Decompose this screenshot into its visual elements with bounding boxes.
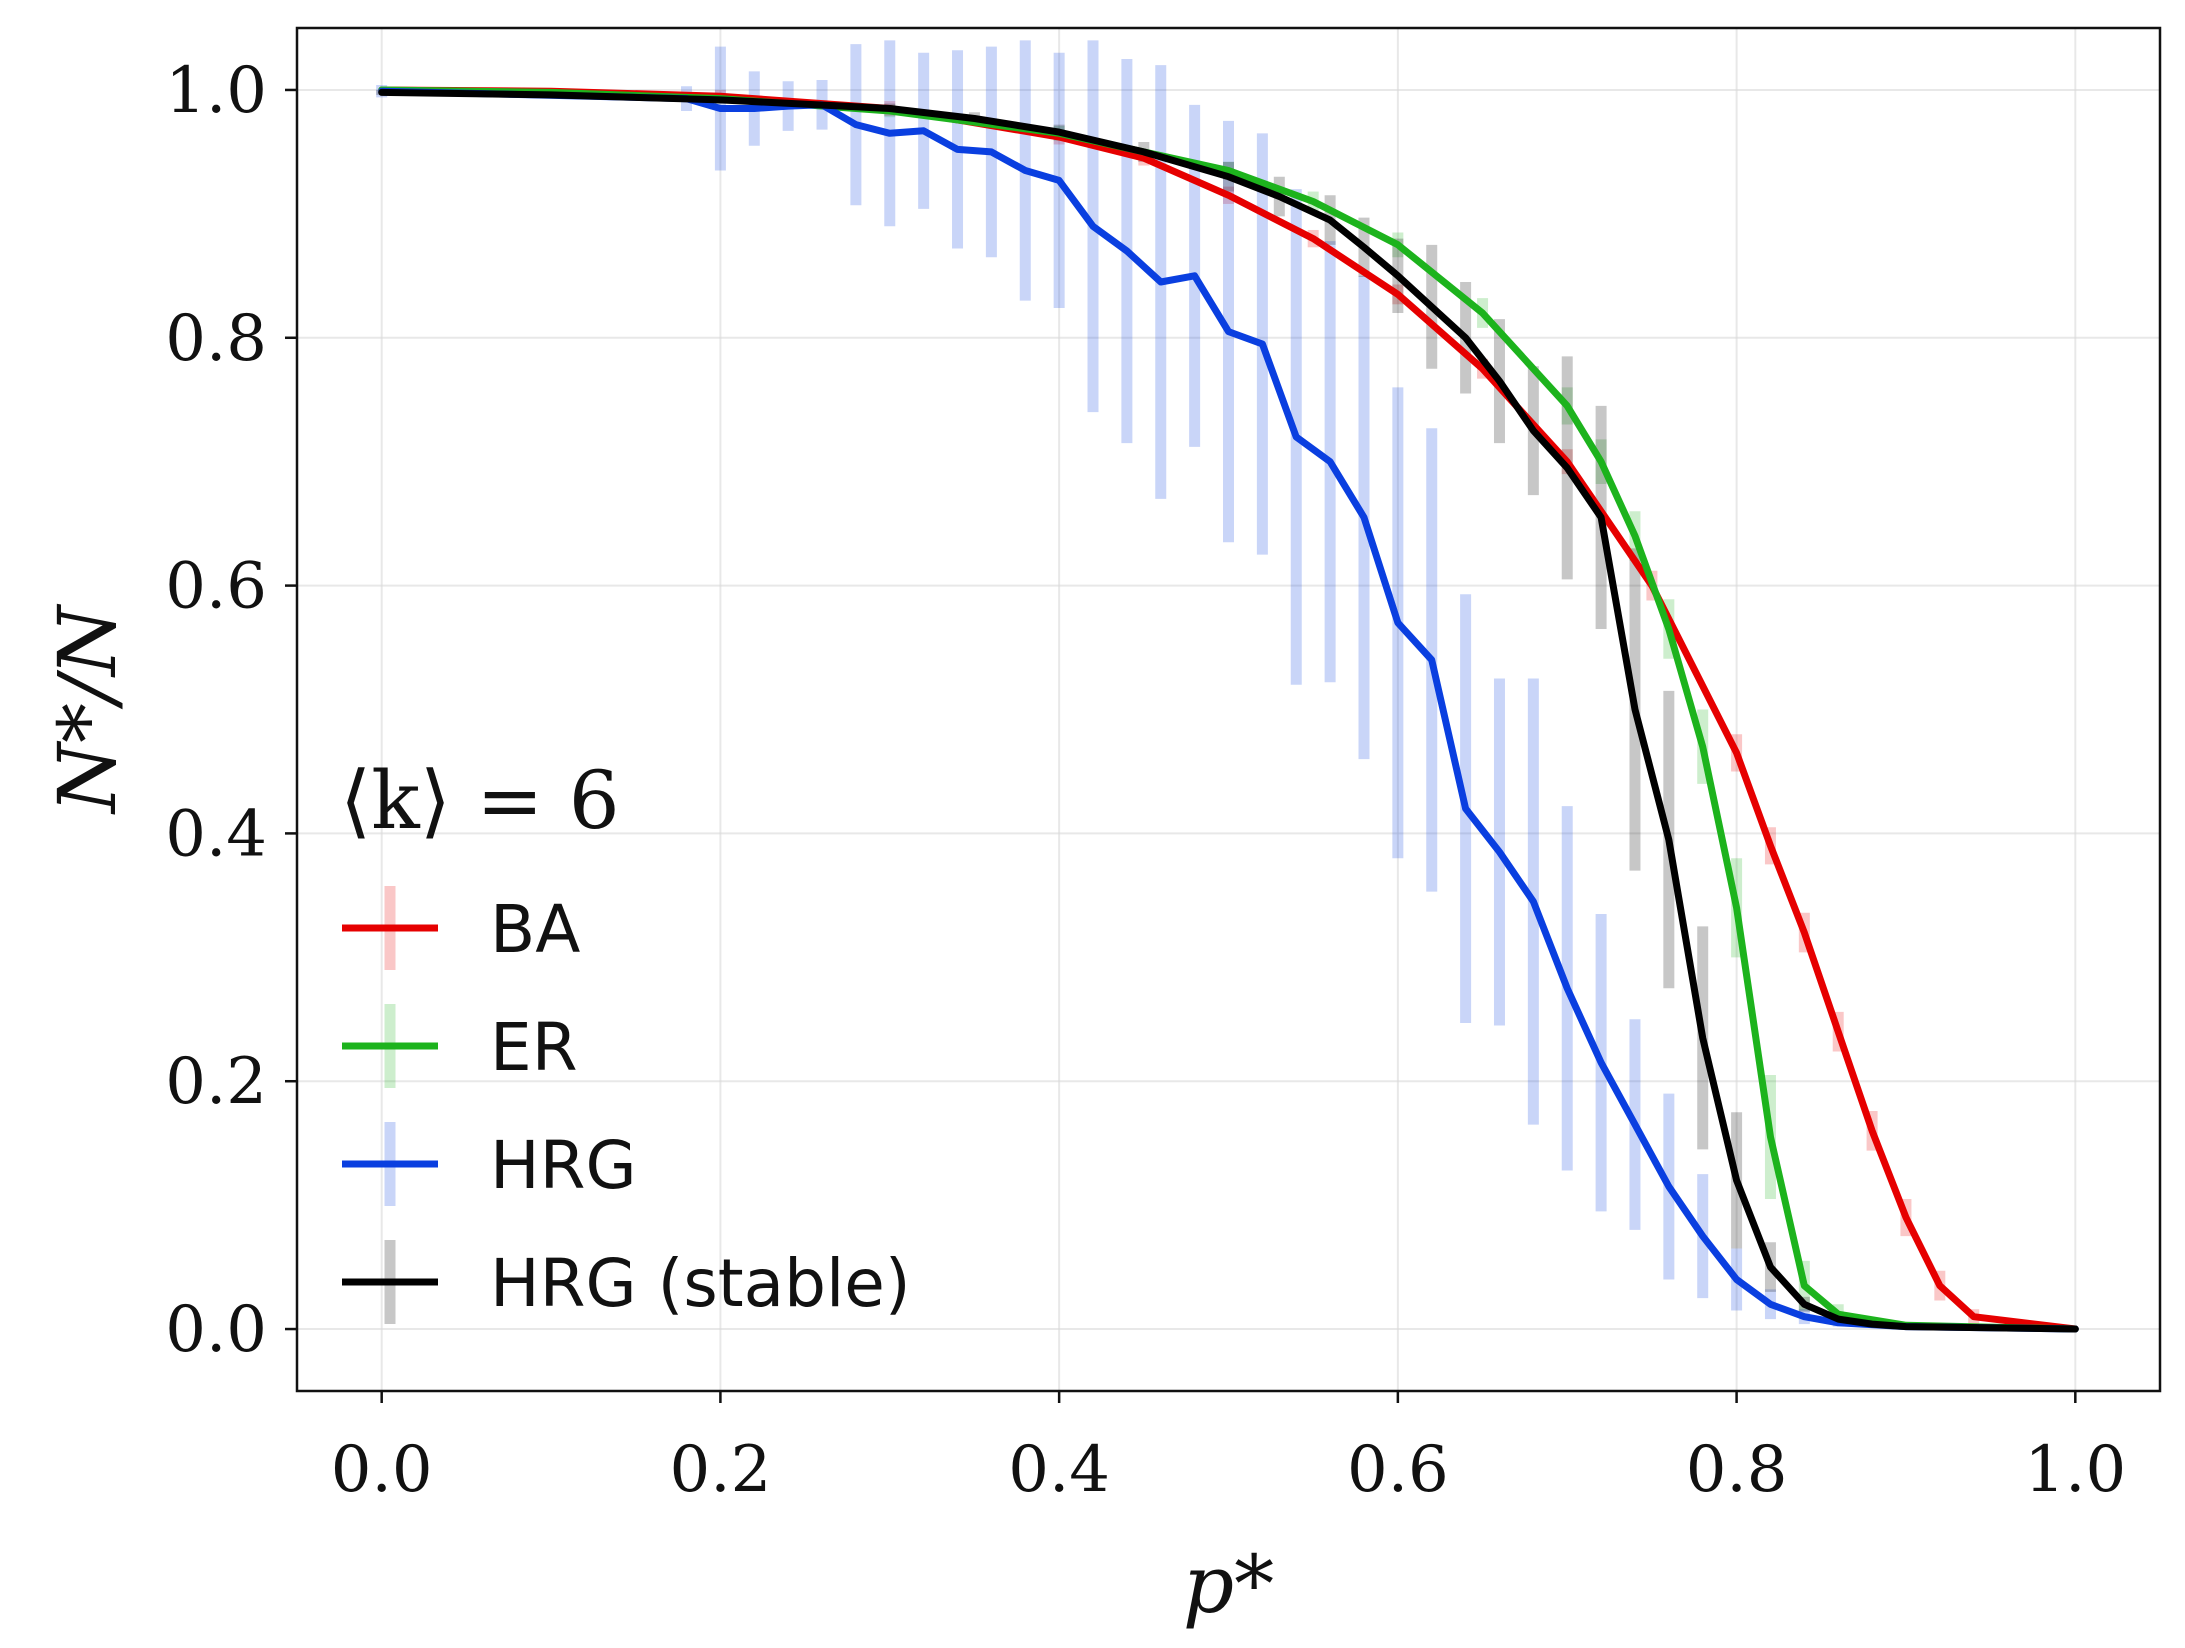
- legend-label: BA: [490, 891, 580, 968]
- y-tick-label: 0.4: [165, 797, 267, 871]
- x-tick-label: 0.8: [1686, 1433, 1788, 1507]
- x-tick-label: 1.0: [2024, 1433, 2126, 1507]
- series-lines: [378, 86, 2079, 1333]
- y-tick-label: 0.2: [165, 1045, 267, 1119]
- legend-title: ⟨k⟩ = 6: [340, 754, 620, 847]
- x-tick-label: 0.0: [331, 1433, 433, 1507]
- y-axis-title: N*/N: [41, 603, 134, 815]
- legend-label: HRG (stable): [490, 1245, 911, 1322]
- y-axis: 0.0 0.2 0.4 0.6 0.8 1.0: [165, 54, 297, 1367]
- series-line-3: [378, 88, 2079, 1333]
- series-line-2: [378, 87, 2079, 1333]
- y-tick-label: 0.6: [165, 550, 267, 624]
- legend-label: ER: [490, 1009, 578, 1086]
- x-tick-label: 0.2: [670, 1433, 772, 1507]
- x-tick-label: 0.6: [1347, 1433, 1449, 1507]
- x-axis: 0.0 0.2 0.4 0.6 0.8 1.0: [331, 1391, 2126, 1507]
- y-tick-label: 0.8: [165, 302, 267, 376]
- y-tick-label: 1.0: [165, 54, 267, 128]
- legend-label: HRG: [490, 1127, 637, 1204]
- y-tick-label: 0.0: [165, 1293, 267, 1367]
- legend: ⟨k⟩ = 6 BA ER HRG HRG (stable): [340, 754, 911, 1324]
- legend-items: BA ER HRG HRG (stable): [342, 886, 911, 1324]
- x-tick-label: 0.4: [1008, 1433, 1110, 1507]
- plot-frame: [295, 26, 2162, 1393]
- x-axis-title: p*: [1183, 1538, 1274, 1631]
